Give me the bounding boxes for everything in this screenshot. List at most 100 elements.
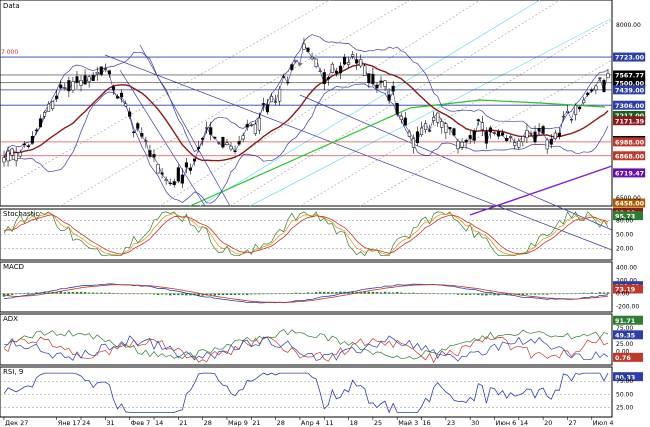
candle-body <box>241 135 245 140</box>
macd-histogram-bar <box>404 292 407 294</box>
macd-histogram-bar <box>347 291 350 294</box>
macd-histogram-bar <box>55 292 58 294</box>
macd-histogram-bar <box>493 293 496 296</box>
macd-histogram-bar <box>582 292 585 294</box>
candle-body <box>395 103 399 115</box>
candle-body <box>286 81 290 84</box>
adx-tag-5-bg <box>613 352 643 362</box>
candle-body <box>302 43 306 50</box>
candle-body <box>541 126 545 134</box>
adx-axis-label-1: 75.00 <box>616 325 633 332</box>
candle-body <box>383 80 387 87</box>
candle-body <box>367 73 371 83</box>
macd-histogram-bar <box>148 293 152 295</box>
macd-histogram-bar <box>412 292 415 294</box>
macd-histogram-bar <box>286 293 289 295</box>
bollinger-upper <box>3 34 609 158</box>
x-axis-label-13: 18 <box>350 419 358 427</box>
candle-body <box>188 167 193 171</box>
macd-histogram-bar <box>201 293 204 296</box>
candle-body <box>95 71 99 75</box>
macd-tag-3: 73.19 <box>615 286 636 294</box>
x-axis-label-1: Янв 17 <box>58 419 81 427</box>
fan-line <box>159 0 481 207</box>
macd-histogram-bar <box>100 292 103 294</box>
candle-body <box>505 138 509 141</box>
macd-histogram-bar <box>396 292 399 294</box>
candle-body <box>124 103 128 107</box>
candle-body <box>75 76 79 83</box>
macd-histogram-bar <box>444 293 448 295</box>
candle-body <box>529 133 533 135</box>
macd-histogram-bar <box>274 293 277 295</box>
stoch-axis-label-3: 50.00 <box>616 232 633 239</box>
stoch-tag-1: 95.73 <box>615 212 635 220</box>
candle-body <box>492 132 497 134</box>
candle-body <box>582 99 586 104</box>
x-axis-label-11: Апр 4 <box>301 419 320 427</box>
price-tag-0-bg <box>613 52 646 62</box>
rsi-panel-title: RSI, 9 <box>3 368 23 376</box>
candle-body <box>249 124 253 126</box>
candle-body <box>468 135 472 139</box>
candle-body <box>586 92 590 96</box>
price-tag-6: 7171.39 <box>615 117 645 125</box>
candle-body <box>440 121 444 128</box>
adx-line <box>3 328 609 360</box>
candle-body <box>569 118 574 121</box>
macd-histogram-bar <box>375 292 379 294</box>
candle-body <box>598 77 602 79</box>
macd-histogram-bar <box>246 293 249 296</box>
macd-histogram-bar <box>473 293 476 295</box>
candle-body <box>2 157 6 163</box>
macd-histogram-bar <box>391 292 395 294</box>
channel-line-cyan <box>199 0 541 207</box>
candle-body <box>432 117 436 121</box>
candle-body <box>290 64 294 71</box>
panel-rsi: RSI, 9 <box>0 366 613 418</box>
stoch-fast-line <box>3 211 609 257</box>
macd-histogram-bar <box>541 293 545 295</box>
x-axis-label-14: 25 <box>374 419 382 427</box>
candle-body <box>342 56 347 65</box>
macd-histogram-bar <box>31 293 34 294</box>
macd-histogram-bar <box>602 292 606 294</box>
candle-body <box>22 143 26 146</box>
candle-body <box>42 111 47 117</box>
price-panel-title: Data <box>3 2 20 10</box>
macd-histogram-bar <box>448 293 452 295</box>
x-axis-label-10: 28 <box>277 419 285 427</box>
price-tag-11: 6458.00 <box>615 200 645 208</box>
macd-histogram-bar <box>63 292 67 294</box>
candle-body <box>375 84 379 89</box>
x-axis-label-18: 30 <box>471 419 479 427</box>
macd-histogram-bar <box>120 293 123 295</box>
rsi-tag-0-bg <box>613 372 643 382</box>
candle-body <box>99 66 103 75</box>
x-axis-label-15: Май 3 <box>398 419 418 427</box>
price-panel-frame <box>0 0 613 207</box>
macd-histogram-bar <box>481 293 484 296</box>
candle-body <box>472 130 476 141</box>
candle-body <box>253 123 257 134</box>
rsi-axis-label-3: 25.00 <box>616 404 633 411</box>
stoch-mid-line <box>3 212 609 256</box>
macd-histogram-bar <box>241 293 245 295</box>
macd-histogram-bar <box>217 293 221 296</box>
rsi-axis-label-2: 50.00 <box>616 392 633 399</box>
macd-histogram-bar <box>185 293 188 296</box>
candle-body <box>63 87 67 89</box>
macd-histogram-bar <box>278 293 281 295</box>
macd-histogram-bar <box>327 292 330 294</box>
macd-histogram-bar <box>233 293 237 296</box>
candle-body <box>71 81 75 91</box>
channel-line-cyan <box>249 17 613 207</box>
macd-histogram-bar <box>209 293 212 295</box>
macd-histogram-bar <box>43 291 46 294</box>
x-axis-label-3: 31 <box>106 419 114 427</box>
macd-histogram-bar <box>104 292 107 294</box>
x-axis-label-19: Июн 6 <box>495 419 516 427</box>
macd-histogram-bar <box>379 292 383 294</box>
macd-histogram-bar <box>67 291 71 294</box>
macd-histogram-bar <box>440 293 443 295</box>
